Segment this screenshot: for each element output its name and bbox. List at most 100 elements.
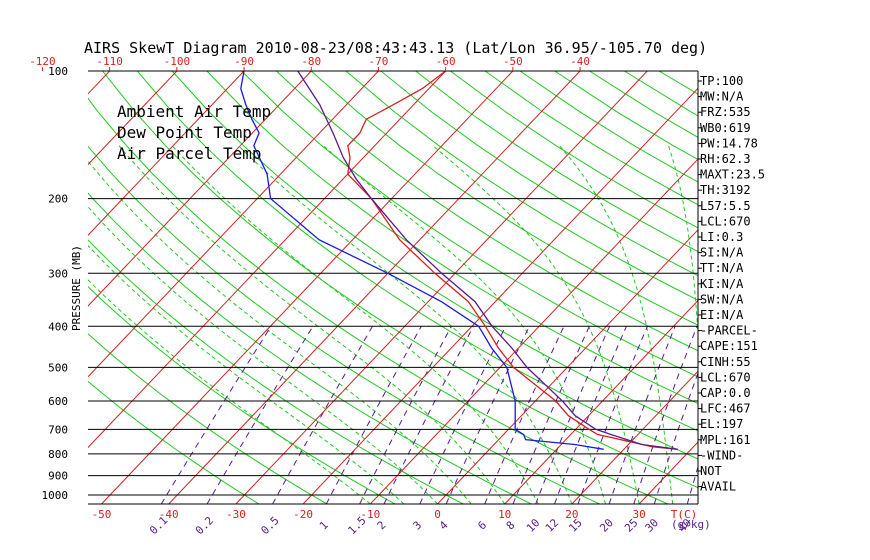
stability-index: KI:N/A — [700, 277, 744, 291]
mixing-ratio-line — [160, 326, 272, 504]
top-temp-tick-label: -60 — [436, 55, 456, 68]
legend: Ambient Air Temp Dew Point Temp Air Parc… — [117, 102, 271, 163]
dry-adiabat — [380, 71, 698, 277]
dry-adiabat — [88, 97, 668, 504]
stability-index: FRZ:535 — [700, 105, 751, 119]
bottom-temp-tick-label: 10 — [498, 508, 511, 521]
dry-adiabat — [310, 71, 698, 326]
top-temp-tick-label: -40 — [570, 55, 590, 68]
isotherm — [88, 71, 447, 449]
isotherm — [774, 71, 870, 504]
isotherm — [88, 71, 178, 166]
dry-adiabat — [88, 192, 532, 504]
y-axis-label: PRESSURE (MB) — [70, 245, 83, 331]
mixing-ratio-line — [206, 326, 314, 504]
stability-index: -WIND- — [700, 448, 743, 462]
isotherm — [88, 71, 245, 236]
mixing-ratio-line — [383, 326, 474, 504]
series-line — [347, 71, 678, 450]
moist-adiabat — [171, 145, 539, 504]
pressure-tick-label: 300 — [48, 267, 68, 280]
stability-index: LCL:670 — [700, 370, 751, 384]
isotherm — [571, 370, 698, 504]
mixing-ratio-line — [577, 326, 648, 504]
dry-adiabat — [88, 380, 260, 504]
pressure-tick-label: 1000 — [42, 489, 69, 502]
mixing-ratio-line — [419, 326, 507, 504]
dry-adiabat — [136, 71, 698, 460]
mixing-ratio-tick-label: 1 — [317, 519, 331, 533]
stability-index: LCL:670 — [700, 214, 751, 228]
pressure-tick-label: 500 — [48, 361, 68, 374]
bottom-temp-tick-label: 30 — [632, 508, 645, 521]
mixing-ratio-tick-label: 4 — [437, 518, 451, 532]
stability-index: SW:N/A — [700, 292, 744, 306]
mixing-ratio-line — [512, 326, 590, 504]
isotherm — [0, 71, 42, 504]
stability-index: SI:N/A — [700, 246, 744, 260]
isotherm — [88, 71, 312, 307]
dry-adiabat — [484, 71, 698, 206]
mixing-ratio-tick-label: 2 — [375, 519, 389, 533]
stability-index: AVAIL — [700, 480, 736, 494]
profile-lines — [240, 71, 678, 450]
mixing-ratio-line — [554, 326, 627, 504]
mixing-ratio-tick-label: 0.5 — [258, 514, 281, 537]
dry-adiabat — [450, 71, 698, 229]
bottom-unit-label: T(C) — [671, 508, 698, 521]
legend-ambient: Ambient Air Temp — [117, 102, 271, 121]
stability-index: WB0:619 — [700, 121, 751, 135]
isotherm — [235, 71, 648, 504]
stability-index: L57:5.5 — [700, 199, 751, 213]
isotherm — [88, 71, 379, 378]
bottom-temp-tick-label: 0 — [434, 508, 441, 521]
bottom-temp-tick-label: 20 — [565, 508, 578, 521]
stability-index: CINH:55 — [700, 355, 751, 369]
dry-adiabat — [658, 71, 698, 95]
mixing-ratio-line — [359, 326, 452, 504]
isotherm — [88, 71, 111, 95]
stability-index: MPL:161 — [700, 433, 751, 447]
stability-index: LI:0.3 — [700, 230, 743, 244]
moist-adiabat — [88, 206, 438, 504]
dry-adiabat — [102, 71, 698, 489]
top-temp-tick-label: -50 — [503, 55, 523, 68]
stability-index: TT:N/A — [700, 261, 744, 275]
dry-adiabat — [241, 71, 698, 378]
stability-index: RH:62.3 — [700, 152, 751, 166]
bottom-temp-tick-label: -30 — [226, 508, 246, 521]
mixing-ratio-line — [535, 326, 611, 504]
dry-adiabat — [206, 71, 698, 405]
stability-index: NOT — [700, 464, 722, 478]
mixing-unit-label: (g/kg) — [671, 518, 711, 531]
top-temp-tick-label: -110 — [96, 55, 123, 68]
legend-dewpoint: Dew Point Temp — [117, 123, 252, 142]
pressure-tick-label: 400 — [48, 320, 68, 333]
legend-parcel: Air Parcel Temp — [117, 144, 262, 163]
bottom-temp-tick-label: -40 — [159, 508, 179, 521]
mixing-ratio-line — [272, 326, 373, 504]
top-temp-tick-label: -70 — [369, 55, 389, 68]
mixing-ratio-tick-label: 12 — [543, 516, 562, 535]
mixing-ratio-line — [325, 326, 422, 504]
bottom-temp-tick-label: -50 — [92, 508, 112, 521]
top-temp-tick-label: -90 — [234, 55, 254, 68]
dry-adiabat — [88, 145, 600, 504]
mixing-ratio-line — [653, 371, 698, 504]
dry-adiabat — [88, 333, 328, 504]
series-line — [240, 71, 604, 450]
mixing-ratio-tick-label: 6 — [475, 519, 489, 533]
chart-title: AIRS SkewT Diagram 2010-08-23/08:43:43.1… — [84, 39, 707, 57]
stability-index: CAPE:151 — [700, 339, 758, 353]
pressure-tick-label: 700 — [48, 423, 68, 436]
dry-adiabat — [171, 71, 698, 432]
mixing-ratio-tick-label: 0.2 — [193, 514, 216, 537]
stability-index: -PARCEL- — [700, 324, 758, 338]
mixing-ratio-line — [633, 326, 698, 504]
stability-index: CAP:0.0 — [700, 386, 751, 400]
pressure-tick-label: 900 — [48, 470, 68, 483]
stability-index: EI:N/A — [700, 308, 744, 322]
stability-index: TH:3192 — [700, 183, 751, 197]
